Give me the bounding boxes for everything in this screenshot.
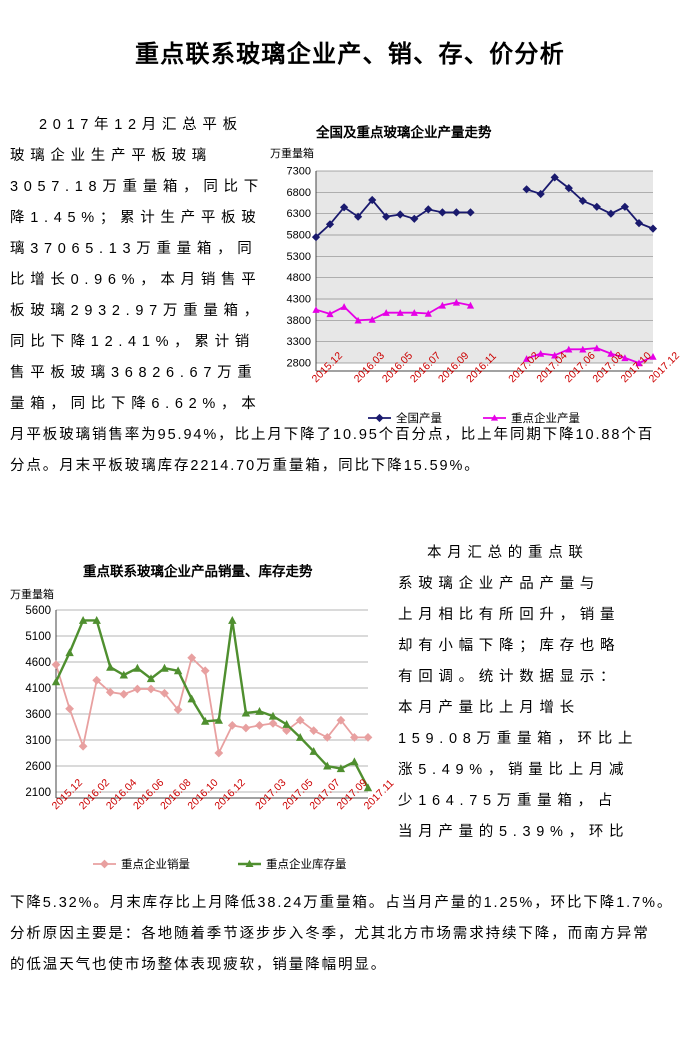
svg-text:3300: 3300 xyxy=(287,336,311,348)
svg-text:重点企业库存量: 重点企业库存量 xyxy=(266,857,347,871)
svg-text:全国产量: 全国产量 xyxy=(396,411,442,425)
svg-text:5800: 5800 xyxy=(287,230,311,242)
svg-text:6800: 6800 xyxy=(287,187,311,199)
svg-text:4300: 4300 xyxy=(287,294,311,306)
svg-text:5300: 5300 xyxy=(287,251,311,263)
svg-text:3100: 3100 xyxy=(25,735,51,747)
svg-text:4100: 4100 xyxy=(25,683,51,695)
svg-text:3800: 3800 xyxy=(287,315,311,327)
svg-text:2016.12: 2016.12 xyxy=(212,777,247,812)
svg-text:3600: 3600 xyxy=(25,709,51,721)
svg-text:重点企业产量: 重点企业产量 xyxy=(511,411,580,425)
svg-text:5100: 5100 xyxy=(25,631,51,643)
svg-text:7300: 7300 xyxy=(287,166,311,178)
svg-text:6300: 6300 xyxy=(287,208,311,220)
svg-text:2100: 2100 xyxy=(25,787,51,799)
svg-text:2800: 2800 xyxy=(287,358,311,370)
svg-text:2600: 2600 xyxy=(25,761,51,773)
svg-text:重点企业销量: 重点企业销量 xyxy=(121,857,190,871)
svg-text:5600: 5600 xyxy=(25,605,51,617)
svg-text:4600: 4600 xyxy=(25,657,51,669)
svg-text:4800: 4800 xyxy=(287,272,311,284)
